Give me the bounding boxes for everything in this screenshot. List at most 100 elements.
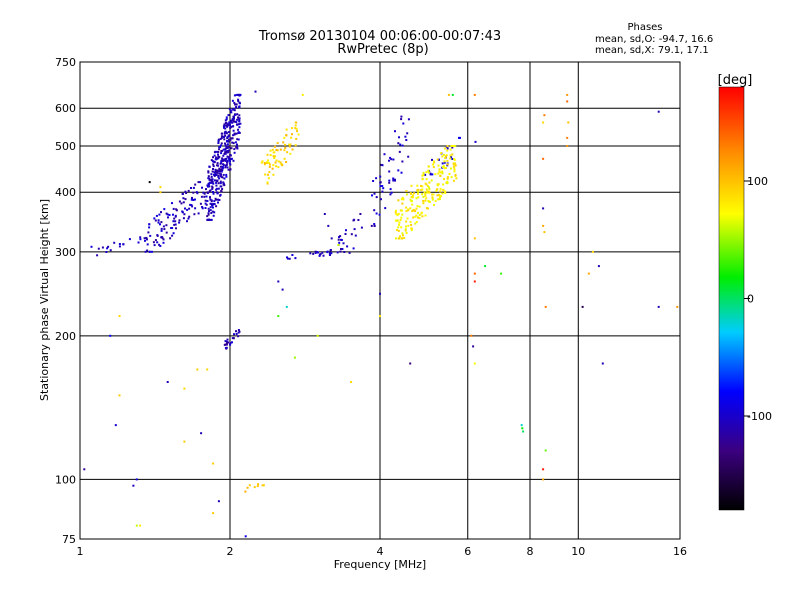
data-point bbox=[425, 178, 428, 181]
data-point bbox=[213, 154, 216, 157]
data-point bbox=[220, 160, 223, 163]
data-point bbox=[237, 138, 240, 141]
data-point bbox=[473, 93, 476, 96]
data-point bbox=[402, 198, 405, 201]
data-point bbox=[182, 217, 185, 220]
data-point bbox=[279, 148, 282, 151]
data-point bbox=[231, 341, 233, 344]
data-point bbox=[235, 121, 238, 123]
data-point bbox=[597, 265, 600, 268]
data-point bbox=[172, 207, 175, 210]
data-point bbox=[392, 158, 395, 161]
data-point bbox=[409, 362, 412, 365]
data-point bbox=[441, 172, 444, 175]
data-point bbox=[428, 191, 431, 194]
data-point bbox=[425, 188, 428, 191]
data-point bbox=[205, 188, 207, 191]
data-point bbox=[225, 116, 228, 119]
data-point bbox=[279, 161, 282, 164]
data-point bbox=[162, 225, 165, 228]
data-point bbox=[208, 177, 211, 180]
colorbar-tick-label: 100 bbox=[747, 175, 768, 188]
data-point bbox=[454, 145, 457, 147]
data-point bbox=[420, 185, 422, 187]
data-point bbox=[232, 118, 235, 121]
data-point bbox=[235, 93, 238, 96]
data-point bbox=[443, 160, 446, 163]
data-point bbox=[414, 215, 417, 218]
data-point bbox=[263, 162, 266, 164]
data-point bbox=[431, 198, 434, 201]
data-point bbox=[401, 144, 404, 147]
data-point bbox=[230, 147, 233, 150]
data-point bbox=[226, 338, 229, 341]
y-axis-ticks: 75 100 200 300 400 500 600 750 bbox=[55, 56, 76, 546]
data-point bbox=[210, 212, 213, 214]
data-point bbox=[211, 210, 214, 213]
data-point bbox=[452, 165, 455, 168]
data-point bbox=[224, 159, 227, 162]
data-point bbox=[212, 191, 215, 194]
data-point bbox=[431, 158, 433, 161]
data-point bbox=[294, 127, 297, 130]
data-point bbox=[139, 238, 142, 241]
data-point bbox=[394, 219, 397, 222]
data-point bbox=[416, 216, 419, 219]
data-point bbox=[147, 231, 150, 234]
data-point bbox=[220, 190, 223, 193]
data-point bbox=[412, 216, 415, 219]
x-tick-label: 16 bbox=[673, 545, 687, 558]
data-point bbox=[218, 172, 221, 175]
data-point bbox=[208, 182, 211, 184]
data-point bbox=[395, 213, 398, 216]
data-point bbox=[432, 166, 435, 169]
data-point bbox=[237, 329, 240, 331]
data-point bbox=[151, 250, 153, 253]
data-point bbox=[453, 170, 456, 173]
data-point bbox=[396, 229, 398, 231]
data-point bbox=[207, 191, 210, 194]
data-point bbox=[214, 179, 217, 182]
data-point bbox=[423, 191, 426, 194]
data-point bbox=[400, 209, 403, 212]
data-point bbox=[227, 168, 230, 171]
plot-frame bbox=[79, 61, 681, 540]
data-point bbox=[215, 191, 218, 194]
y-tick-label: 600 bbox=[55, 102, 76, 115]
data-point bbox=[566, 145, 569, 147]
data-point bbox=[217, 153, 219, 156]
data-point bbox=[396, 214, 399, 217]
data-point bbox=[436, 184, 439, 187]
data-point bbox=[210, 175, 213, 178]
data-point bbox=[193, 213, 196, 216]
data-point bbox=[676, 305, 679, 308]
data-point bbox=[581, 305, 584, 308]
data-point bbox=[380, 198, 382, 201]
data-point bbox=[208, 185, 211, 188]
data-point bbox=[227, 341, 230, 344]
data-point bbox=[208, 178, 211, 181]
data-point bbox=[395, 237, 397, 240]
data-point bbox=[285, 134, 288, 137]
data-point bbox=[209, 218, 212, 221]
data-point bbox=[207, 185, 210, 187]
data-point bbox=[152, 241, 155, 244]
data-point bbox=[453, 166, 456, 169]
data-point bbox=[567, 121, 570, 124]
data-point bbox=[427, 171, 430, 174]
data-point bbox=[414, 210, 417, 213]
data-point bbox=[342, 242, 345, 245]
data-point bbox=[321, 251, 324, 254]
data-point bbox=[210, 218, 213, 221]
data-point bbox=[212, 206, 214, 209]
data-point bbox=[309, 252, 312, 255]
data-point bbox=[317, 251, 319, 254]
data-point bbox=[188, 207, 191, 210]
data-point bbox=[183, 440, 186, 443]
data-point bbox=[221, 158, 224, 161]
data-point bbox=[406, 217, 409, 220]
data-point bbox=[174, 223, 177, 226]
data-point bbox=[139, 236, 142, 239]
data-point bbox=[213, 211, 216, 214]
data-point bbox=[410, 229, 413, 232]
